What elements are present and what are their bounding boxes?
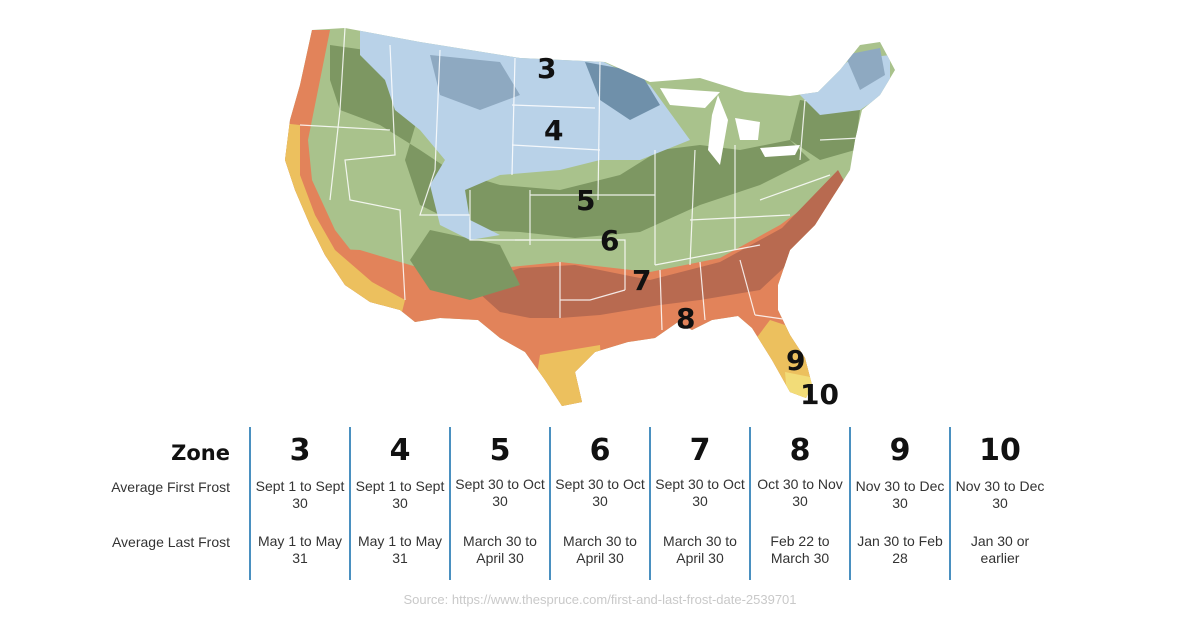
column-divider [849, 427, 851, 580]
map-zone-label-6: 6 [600, 224, 619, 257]
first-frost-label-text: Average First Frost [111, 479, 230, 495]
zone-number: 4 [389, 433, 411, 468]
zone-column: 7 Sept 30 to Oct 30 March 30 to April 30 [650, 425, 750, 580]
zone-number: 10 [979, 433, 1021, 468]
zone-number: 3 [289, 433, 311, 468]
zone-column: 3 Sept 1 to Sept 30 May 1 to May 31 [250, 425, 350, 580]
first-frost-cell: Nov 30 to Dec 30 [955, 478, 1045, 511]
zone-column: 9 Nov 30 to Dec 30 Jan 30 to Feb 28 [850, 425, 950, 580]
column-divider [749, 427, 751, 580]
column-divider [449, 427, 451, 580]
last-frost-cell: March 30 to April 30 [463, 533, 537, 566]
last-frost-cell: Feb 22 to March 30 [770, 533, 830, 566]
last-frost-cell: Jan 30 to Feb 28 [857, 533, 943, 566]
first-frost-cell: Oct 30 to Nov 30 [757, 476, 843, 509]
last-frost-cell: March 30 to April 30 [663, 533, 737, 566]
column-divider [549, 427, 551, 580]
first-frost-cell: Sept 1 to Sept 30 [255, 478, 345, 511]
zone-number: 9 [889, 433, 911, 468]
first-frost-label: Average First Frost [111, 479, 230, 496]
first-frost-cell: Nov 30 to Dec 30 [855, 478, 945, 511]
last-frost-label-text: Average Last Frost [111, 534, 230, 550]
zone-number: 7 [689, 433, 711, 468]
zone-column: 4 Sept 1 to Sept 30 May 1 to May 31 [350, 425, 450, 580]
zone-column: 8 Oct 30 to Nov 30 Feb 22 to March 30 [750, 425, 850, 580]
map-zone-label-9: 9 [786, 344, 805, 377]
first-frost-cell: Sept 1 to Sept 30 [355, 478, 445, 511]
map-zone-label-7: 7 [632, 264, 651, 297]
source-credit: Source: https://www.thespruce.com/first-… [403, 592, 797, 607]
last-frost-cell: May 1 to May 31 [357, 533, 443, 566]
first-frost-cell: Sept 30 to Oct 30 [655, 476, 745, 509]
last-frost-cell: Jan 30 or earlier [970, 533, 1030, 566]
zone-number: 8 [789, 433, 811, 468]
map-zone-label-5: 5 [576, 184, 595, 217]
map-zone-label-4: 4 [544, 114, 563, 147]
column-divider [649, 427, 651, 580]
map-zone-label-8: 8 [676, 302, 695, 335]
zone-number: 5 [489, 433, 511, 468]
zone-column: 5 Sept 30 to Oct 30 March 30 to April 30 [450, 425, 550, 580]
zone-heading: Zone [171, 441, 230, 465]
last-frost-label: Average Last Frost [112, 534, 230, 551]
map-zone-label-3: 3 [537, 52, 556, 85]
zone-number: 6 [589, 433, 611, 468]
us-frost-zone-map: 3 4 5 6 7 8 9 10 [285, 28, 895, 411]
column-divider [249, 427, 251, 580]
frost-date-table: Zone Average First Frost Average Last Fr… [0, 425, 1200, 585]
zone-column: 10 Nov 30 to Dec 30 Jan 30 or earlier [950, 425, 1050, 580]
map-zone-label-10: 10 [800, 378, 839, 411]
last-frost-cell: March 30 to April 30 [563, 533, 637, 566]
last-frost-cell: May 1 to May 31 [257, 533, 343, 566]
column-divider [349, 427, 351, 580]
first-frost-cell: Sept 30 to Oct 30 [455, 476, 545, 509]
zone-column: 6 Sept 30 to Oct 30 March 30 to April 30 [550, 425, 650, 580]
first-frost-cell: Sept 30 to Oct 30 [555, 476, 645, 509]
column-divider [949, 427, 951, 580]
